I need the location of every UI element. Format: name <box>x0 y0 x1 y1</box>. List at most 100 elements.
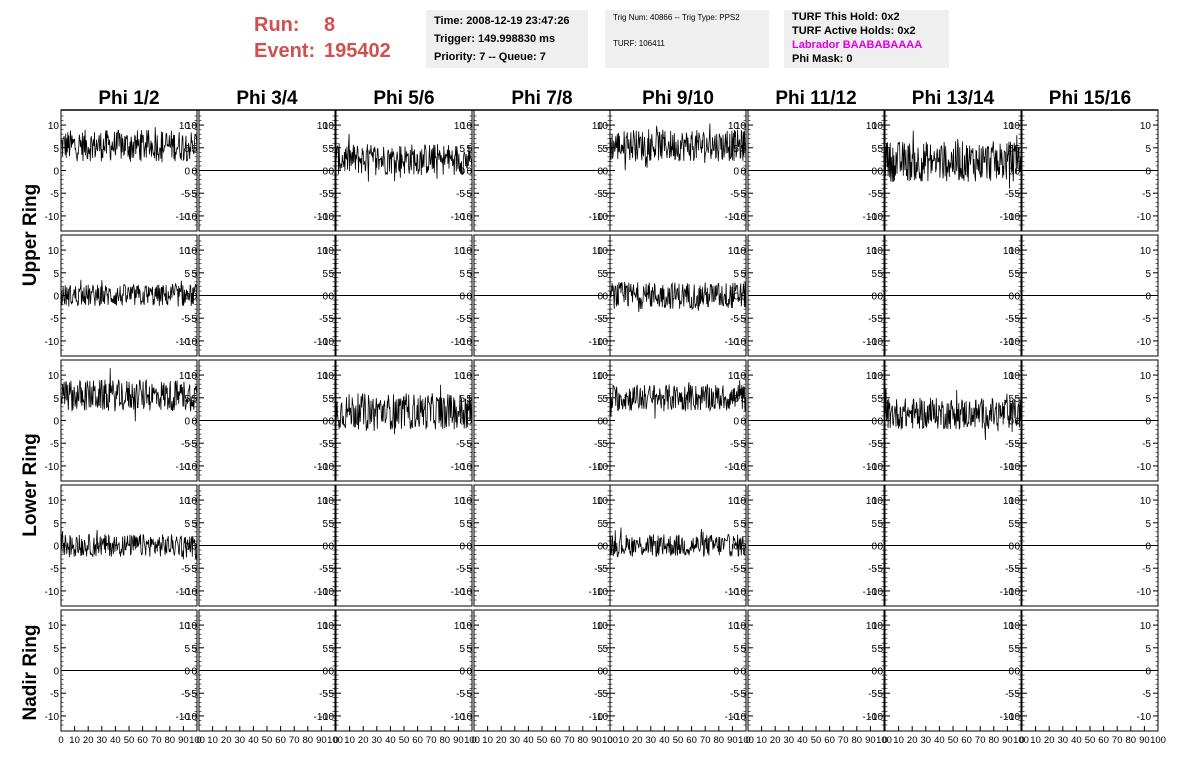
y-tick-label-right: -10 <box>863 712 878 723</box>
y-tick-label-right: 0 <box>1145 542 1151 553</box>
y-tick-label: 5 <box>466 519 472 530</box>
x-tick-label: 0 <box>196 735 201 746</box>
y-tick-label: -5 <box>874 189 883 200</box>
y-tick-label-right: 0 <box>1145 417 1151 428</box>
y-tick-label-right: -5 <box>181 439 190 450</box>
y-tick-label-right: -10 <box>176 212 191 223</box>
y-tick-label: 10 <box>323 246 335 257</box>
y-tick-label-right: -10 <box>314 712 329 723</box>
y-tick-label: 10 <box>1009 496 1021 507</box>
x-tick-label: 50 <box>124 735 135 746</box>
y-tick-label-right: 0 <box>733 292 739 303</box>
y-tick-label: 10 <box>872 496 884 507</box>
y-tick-label: -10 <box>594 587 609 598</box>
waveform-trace <box>335 133 473 182</box>
x-tick-label: 20 <box>221 735 232 746</box>
x-tick-label: 20 <box>358 735 369 746</box>
y-tick-label: -10 <box>869 212 884 223</box>
y-tick-label-right: 10 <box>1003 496 1015 507</box>
y-tick-label-right: 5 <box>871 269 877 280</box>
y-tick-label-right: 10 <box>728 246 740 257</box>
y-tick-label-right: -10 <box>1000 712 1015 723</box>
y-tick-label: -5 <box>50 439 59 450</box>
y-tick-label: 5 <box>466 394 472 405</box>
y-tick-label: -10 <box>320 337 335 348</box>
waveform-trace <box>609 123 747 171</box>
x-tick-label: 80 <box>165 735 176 746</box>
y-tick-label-right: 0 <box>1008 417 1014 428</box>
y-tick-label-right: 10 <box>866 246 878 257</box>
y-tick-label: 10 <box>186 496 198 507</box>
y-tick-label: -5 <box>463 564 472 575</box>
y-tick-label-right: -10 <box>589 337 604 348</box>
y-tick-label-right: 5 <box>1145 394 1151 405</box>
y-tick-label-right: 10 <box>592 371 604 382</box>
y-tick-label: -5 <box>1011 564 1020 575</box>
x-tick-label: 60 <box>686 735 697 746</box>
y-tick-label-right: -5 <box>319 314 328 325</box>
y-tick-label-right: -10 <box>176 587 191 598</box>
y-tick-label: 5 <box>53 394 59 405</box>
x-tick-label: 60 <box>1098 735 1109 746</box>
y-tick-label: 10 <box>48 371 60 382</box>
y-tick-label-right: -5 <box>1142 314 1151 325</box>
y-tick-label: 10 <box>48 496 60 507</box>
y-tick-label: -5 <box>1011 439 1020 450</box>
y-tick-label-right: 10 <box>454 496 466 507</box>
y-tick-label-right: 0 <box>322 542 328 553</box>
y-tick-label-right: 5 <box>597 519 603 530</box>
y-tick-label-right: 10 <box>1003 121 1015 132</box>
y-tick-label: -5 <box>463 689 472 700</box>
waveform-trace <box>884 388 1022 441</box>
y-tick-label: 0 <box>740 667 746 678</box>
y-tick-label: -10 <box>732 212 747 223</box>
y-tick-label-right: -5 <box>730 564 739 575</box>
x-tick-label: 80 <box>440 735 451 746</box>
y-tick-label-right: 5 <box>459 644 465 655</box>
run-label: Run: <box>254 14 300 36</box>
y-tick-label: 5 <box>328 394 334 405</box>
y-tick-label-right: -10 <box>589 462 604 473</box>
y-tick-label: -10 <box>594 212 609 223</box>
turf-this-hold-text: TURF This Hold: 0x2 <box>792 11 900 23</box>
y-tick-label-right: -5 <box>868 564 877 575</box>
turf-active-holds-text: TURF Active Holds: 0x2 <box>792 25 916 37</box>
y-tick-label: -5 <box>325 439 334 450</box>
y-tick-label-right: -10 <box>451 587 466 598</box>
y-tick-label: 5 <box>740 519 746 530</box>
y-tick-label-right: 0 <box>871 667 877 678</box>
y-tick-label: -5 <box>325 564 334 575</box>
y-tick-label: 10 <box>1009 121 1021 132</box>
x-tick-label: 20 <box>1044 735 1055 746</box>
x-tick-label: 0 <box>607 735 612 746</box>
y-tick-label: -5 <box>874 314 883 325</box>
x-tick-label: 30 <box>510 735 521 746</box>
y-tick-label: 10 <box>872 246 884 257</box>
column-header: Phi 13/14 <box>912 88 995 109</box>
y-tick-label-right: 10 <box>1003 246 1015 257</box>
y-tick-label: 5 <box>1014 144 1020 155</box>
y-tick-label: 10 <box>186 371 198 382</box>
x-tick-label: 50 <box>262 735 273 746</box>
y-tick-label-right: 0 <box>597 292 603 303</box>
y-tick-label-right: -10 <box>314 337 329 348</box>
y-tick-label: -5 <box>50 689 59 700</box>
y-tick-label: -5 <box>463 189 472 200</box>
y-tick-label-right: -10 <box>176 462 191 473</box>
y-tick-label-right: 0 <box>1145 167 1151 178</box>
x-tick-label: 50 <box>948 735 959 746</box>
y-tick-label: 5 <box>466 644 472 655</box>
y-tick-label: -10 <box>1006 587 1021 598</box>
y-tick-label-right: 5 <box>597 394 603 405</box>
y-tick-label: -10 <box>732 712 747 723</box>
y-tick-label-right: 0 <box>184 542 190 553</box>
y-tick-label-right: 0 <box>459 542 465 553</box>
column-header: Phi 7/8 <box>511 88 572 109</box>
y-tick-label: 0 <box>328 667 334 678</box>
y-tick-label-right: 0 <box>184 167 190 178</box>
y-tick-label-right: 10 <box>317 621 329 632</box>
ring-label: Nadir Ring <box>20 624 41 720</box>
y-tick-label: 0 <box>191 292 197 303</box>
y-tick-label-right: 10 <box>592 246 604 257</box>
y-tick-label-right: -5 <box>1142 564 1151 575</box>
